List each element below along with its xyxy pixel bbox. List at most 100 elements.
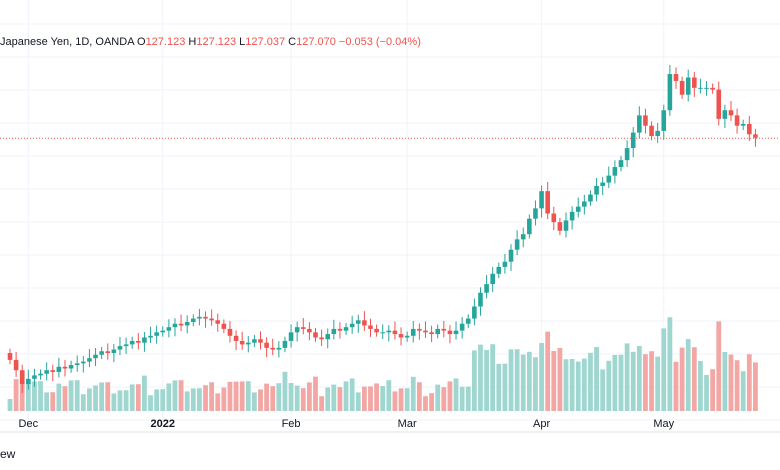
volume-bar (374, 383, 379, 411)
volume-bar (135, 384, 141, 411)
symbol-name: Japanese Yen, 1D, OANDA (0, 36, 134, 48)
volume-bar (7, 399, 13, 411)
candle (447, 330, 453, 335)
candle (612, 167, 618, 176)
candle (154, 332, 159, 336)
candle (99, 351, 104, 355)
volume-bar (453, 378, 459, 411)
volume-bar (300, 388, 306, 411)
volume-bar (166, 383, 172, 411)
volume-bar (239, 381, 245, 411)
volume-bar (337, 387, 343, 411)
volume-bar (105, 382, 111, 411)
volume-bar (32, 381, 37, 411)
volume-bar (154, 389, 160, 411)
volume-bar (44, 392, 50, 411)
volume-bar (526, 351, 532, 411)
low-value: 127.037 (245, 36, 286, 48)
volume-bar (447, 381, 453, 411)
volume-bar (722, 352, 728, 411)
volume-bar (56, 383, 62, 411)
volume-bar (227, 381, 233, 411)
candle (197, 316, 202, 319)
candle (478, 292, 483, 307)
candle (496, 266, 502, 274)
volume-bar (313, 376, 318, 411)
volume-bar (618, 354, 624, 411)
volume-bar (197, 388, 202, 411)
volume-bar (398, 388, 404, 411)
volume-bar (753, 362, 758, 411)
candle (81, 361, 86, 364)
candle (62, 366, 68, 369)
candle (203, 316, 208, 319)
candle (637, 115, 642, 133)
volume-bar (117, 390, 123, 411)
high-value: 127.123 (196, 36, 237, 48)
x-tick-label: Dec (19, 418, 39, 430)
candle (349, 323, 355, 328)
candle (355, 320, 361, 324)
volume-bar (539, 343, 544, 411)
volume-bar (478, 344, 483, 411)
candle (747, 123, 752, 135)
candle (44, 370, 49, 374)
candle (441, 328, 447, 331)
candle (19, 370, 25, 385)
candle (87, 358, 92, 362)
volume-bar (704, 375, 709, 411)
candle (630, 132, 636, 149)
candle (722, 110, 728, 119)
volume-bar (160, 389, 166, 411)
volume-bar (264, 383, 270, 411)
volume-bar (429, 393, 434, 411)
candle (557, 222, 563, 231)
candle (545, 191, 550, 214)
volume-bar (698, 361, 703, 411)
volume-bar (368, 386, 373, 411)
candle (398, 334, 404, 338)
candle (191, 318, 196, 323)
volume-bar (331, 384, 337, 411)
candle (300, 327, 306, 329)
volume-bar (685, 339, 691, 411)
volume-bar (68, 380, 74, 411)
candle (453, 330, 459, 335)
candle (606, 175, 612, 183)
volume-bar (734, 360, 740, 411)
candle (435, 328, 440, 335)
candle (404, 335, 410, 338)
candle (685, 77, 691, 95)
candle (215, 320, 221, 324)
volume-bar (533, 357, 538, 411)
volume-bar (594, 347, 599, 411)
candle (698, 87, 703, 89)
candle (417, 328, 422, 331)
candle (429, 332, 434, 335)
volume-bar (355, 392, 361, 411)
candle (282, 340, 288, 348)
low-label: L (239, 36, 246, 48)
candle (539, 191, 544, 209)
candle (233, 335, 239, 341)
volume-bar (209, 382, 215, 411)
candle (410, 328, 416, 336)
candle (142, 337, 147, 343)
volume-bar (319, 396, 325, 411)
candle (661, 110, 667, 131)
candle (245, 342, 251, 345)
candle (166, 327, 172, 331)
candle (740, 123, 746, 126)
candle (136, 340, 141, 343)
x-tick-label: Apr (533, 418, 550, 430)
candle (643, 115, 648, 126)
volume-bar (410, 376, 416, 411)
volume-bar (282, 371, 288, 411)
volume-bar (636, 346, 642, 411)
candle (13, 359, 19, 371)
candle (337, 328, 343, 331)
candle (692, 77, 697, 88)
candle (551, 213, 557, 223)
volume-bar (99, 382, 105, 411)
